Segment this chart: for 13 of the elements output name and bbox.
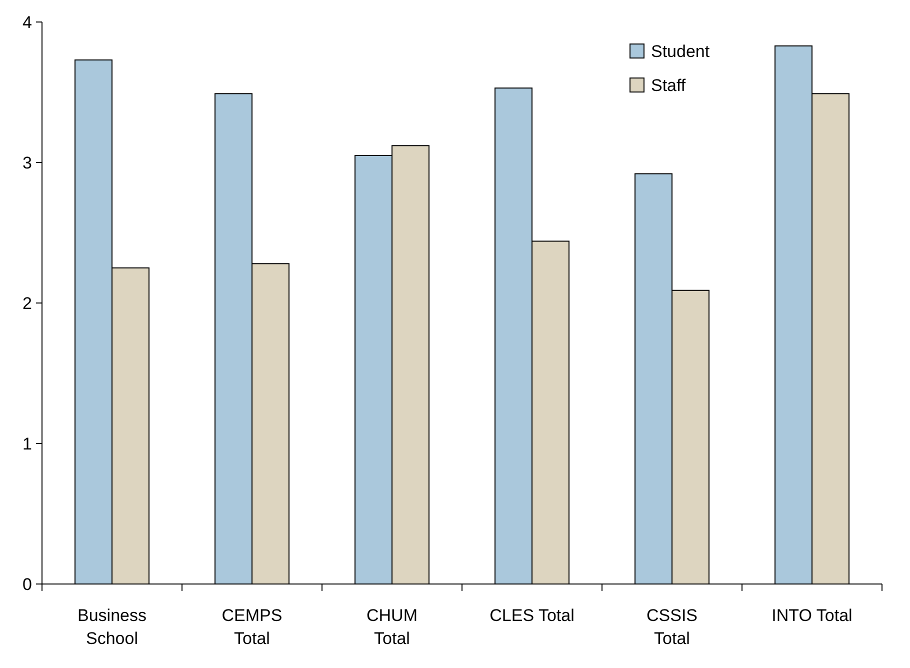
y-tick-label: 3 (22, 153, 32, 172)
x-tick-label: CHUM Total (366, 606, 418, 648)
x-tick-label: CSSIS Total (646, 606, 698, 648)
legend-label: Student (651, 42, 710, 61)
x-tick-label: INTO Total (772, 606, 852, 625)
x-tick-label: CEMPS Total (222, 606, 282, 648)
y-tick-label: 4 (22, 12, 32, 32)
x-tick-label: Business School (78, 606, 146, 648)
x-tick-label: CLES Total (490, 606, 574, 625)
y-tick-label: 0 (22, 574, 32, 594)
y-tick-label: 2 (22, 294, 32, 313)
y-tick-label: 1 (22, 434, 32, 454)
legend-label: Staff (651, 76, 686, 95)
